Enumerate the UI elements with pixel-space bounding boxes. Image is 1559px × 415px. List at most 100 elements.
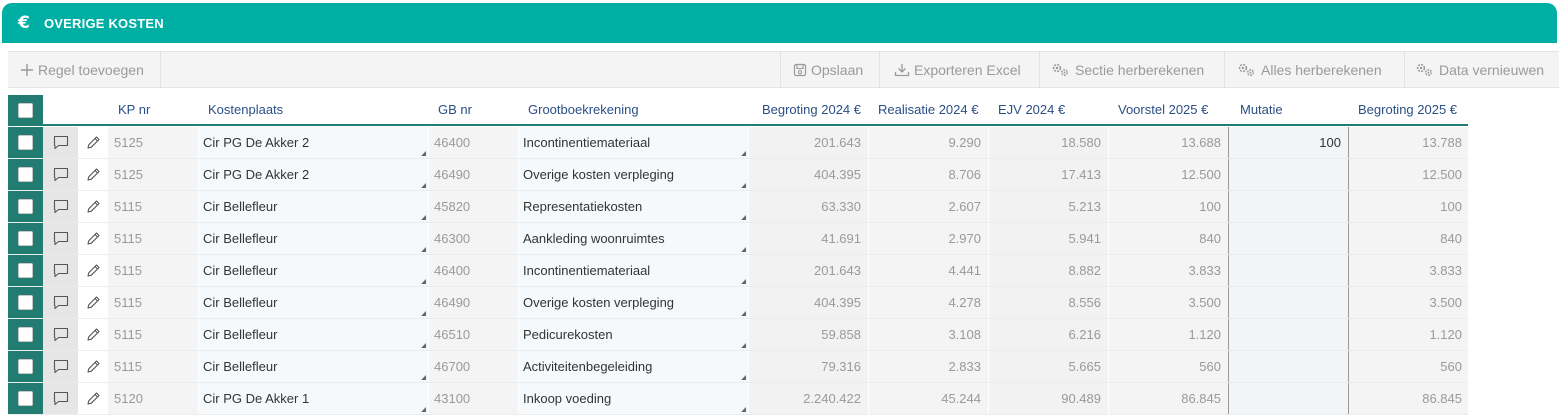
toolbar-divider	[1039, 52, 1040, 87]
kostenplaats-cell[interactable]: Cir Bellefleur	[198, 191, 428, 222]
mutatie-input[interactable]	[1228, 319, 1349, 350]
table-row[interactable]: 5125 Cir PG De Akker 2 46490 Overige kosten…	[8, 159, 1468, 191]
column-divider	[748, 127, 749, 158]
row-checkbox[interactable]	[18, 391, 33, 406]
row-checkbox[interactable]	[18, 295, 33, 310]
col-gb-nr[interactable]: GB nr	[438, 102, 472, 117]
begroting-2024-cell: 404.395	[748, 159, 868, 190]
col-voorstel-2025[interactable]: Voorstel 2025 €	[1118, 102, 1209, 117]
row-checkbox[interactable]	[18, 263, 33, 278]
col-mutatie[interactable]: Mutatie	[1240, 102, 1283, 117]
col-begroting-2024[interactable]: Begroting 2024 €	[761, 102, 861, 117]
export-excel-button[interactable]: Exporteren Excel	[894, 52, 1021, 87]
add-row-button[interactable]: Regel toevoegen	[20, 52, 144, 87]
edit-button[interactable]	[78, 159, 108, 190]
grootboekrekening-cell[interactable]: Incontinentiemateriaal	[518, 255, 748, 286]
grootboekrekening-cell[interactable]: Activiteitenbegeleiding	[518, 351, 748, 382]
row-checkbox[interactable]	[18, 359, 33, 374]
select-all-checkbox[interactable]	[18, 103, 33, 118]
kostenplaats-cell[interactable]: Cir Bellefleur	[198, 223, 428, 254]
comment-button[interactable]	[43, 127, 78, 158]
table-row[interactable]: 5115 Cir Bellefleur 46400 Incontinentiemate…	[8, 255, 1468, 287]
table-row[interactable]: 5115 Cir Bellefleur 46300 Aankleding woonru…	[8, 223, 1468, 255]
kostenplaats-cell[interactable]: Cir Bellefleur	[198, 255, 428, 286]
comment-button[interactable]	[43, 191, 78, 222]
mutatie-input[interactable]	[1228, 383, 1349, 414]
column-divider	[428, 287, 429, 318]
edit-button[interactable]	[78, 319, 108, 350]
row-checkbox[interactable]	[18, 135, 33, 150]
row-checkbox[interactable]	[18, 167, 33, 182]
col-kp-nr[interactable]: KP nr	[118, 102, 151, 117]
begroting-2025-cell: 3.833	[1349, 255, 1468, 286]
dropdown-corner-icon	[741, 343, 746, 348]
table-row[interactable]: 5115 Cir Bellefleur 45820 Representatiekost…	[8, 191, 1468, 223]
mutatie-input[interactable]	[1228, 351, 1349, 382]
column-divider	[518, 159, 519, 190]
save-button[interactable]: Opslaan	[793, 52, 863, 87]
kostenplaats-cell[interactable]: Cir PG De Akker 2	[198, 159, 428, 190]
comment-button[interactable]	[43, 255, 78, 286]
edit-button[interactable]	[78, 383, 108, 414]
col-realisatie-2024[interactable]: Realisatie 2024 €	[878, 102, 979, 117]
row-checkbox[interactable]	[18, 327, 33, 342]
edit-button[interactable]	[78, 191, 108, 222]
table-row[interactable]: 5120 Cir PG De Akker 1 43100 Inkoop voeding…	[8, 383, 1468, 415]
edit-button[interactable]	[78, 255, 108, 286]
row-checkbox[interactable]	[18, 231, 33, 246]
kostenplaats-cell[interactable]: Cir PG De Akker 2	[198, 127, 428, 158]
grootboekrekening-cell[interactable]: Aankleding woonruimtes	[518, 223, 748, 254]
mutatie-input[interactable]: 100	[1228, 127, 1349, 158]
realisatie-2024-cell: 4.278	[868, 287, 988, 318]
comment-button[interactable]	[43, 383, 78, 414]
recalc-all-button[interactable]: Alles herberekenen	[1237, 52, 1382, 87]
comment-button[interactable]	[43, 223, 78, 254]
column-divider	[868, 191, 869, 222]
pencil-icon	[86, 263, 101, 278]
mutatie-input[interactable]	[1228, 223, 1349, 254]
refresh-data-button[interactable]: Data vernieuwen	[1415, 52, 1544, 87]
comment-button[interactable]	[43, 351, 78, 382]
col-grootboekrekening[interactable]: Grootboekrekening	[528, 102, 639, 117]
grootboekrekening-cell[interactable]: Pedicurekosten	[518, 319, 748, 350]
comment-button[interactable]	[43, 159, 78, 190]
kostenplaats-cell[interactable]: Cir PG De Akker 1	[198, 383, 428, 414]
edit-button[interactable]	[78, 223, 108, 254]
mutatie-input[interactable]	[1228, 287, 1349, 318]
col-ejv-2024[interactable]: EJV 2024 €	[998, 102, 1066, 117]
dropdown-corner-icon	[741, 151, 746, 156]
grootboekrekening-cell[interactable]: Overige kosten verpleging	[518, 159, 748, 190]
mutatie-input[interactable]	[1228, 191, 1349, 222]
edit-button[interactable]	[78, 287, 108, 318]
column-divider	[428, 255, 429, 286]
kostenplaats-cell[interactable]: Cir Bellefleur	[198, 351, 428, 382]
comment-button[interactable]	[43, 319, 78, 350]
refresh-data-label: Data vernieuwen	[1439, 61, 1545, 78]
edit-button[interactable]	[78, 127, 108, 158]
mutatie-input[interactable]	[1228, 159, 1349, 190]
column-divider	[518, 351, 519, 382]
col-kostenplaats[interactable]: Kostenplaats	[208, 102, 284, 117]
begroting-2025-cell: 560	[1349, 351, 1468, 382]
table-row[interactable]: 5125 Cir PG De Akker 2 46400 Incontinentiem…	[8, 127, 1468, 159]
edit-button[interactable]	[78, 351, 108, 382]
table-row[interactable]: 5115 Cir Bellefleur 46700 Activiteitenbegel…	[8, 351, 1468, 383]
ejv-2024-cell: 17.413	[988, 159, 1108, 190]
gb-nr-cell: 46490	[428, 159, 518, 190]
table-row[interactable]: 5115 Cir Bellefleur 46490 Overige kosten ve…	[8, 287, 1468, 319]
grootboekrekening-cell[interactable]: Incontinentiemateriaal	[518, 127, 748, 158]
kostenplaats-cell[interactable]: Cir Bellefleur	[198, 287, 428, 318]
grootboekrekening-cell[interactable]: Inkoop voeding	[518, 383, 748, 414]
row-checkbox[interactable]	[18, 199, 33, 214]
recalc-section-button[interactable]: Sectie herberekenen	[1051, 52, 1204, 87]
dropdown-corner-icon	[421, 215, 426, 220]
save-label: Opslaan	[811, 61, 864, 78]
grootboekrekening-cell[interactable]: Overige kosten verpleging	[518, 287, 748, 318]
table-row[interactable]: 5115 Cir Bellefleur 46510 Pedicurekosten 59.…	[8, 319, 1468, 351]
grootboekrekening-cell[interactable]: Representatiekosten	[518, 191, 748, 222]
voorstel-2025-cell: 3.500	[1108, 287, 1228, 318]
mutatie-input[interactable]	[1228, 255, 1349, 286]
comment-button[interactable]	[43, 287, 78, 318]
kostenplaats-cell[interactable]: Cir Bellefleur	[198, 319, 428, 350]
col-begroting-2025[interactable]: Begroting 2025 €	[1358, 102, 1458, 117]
